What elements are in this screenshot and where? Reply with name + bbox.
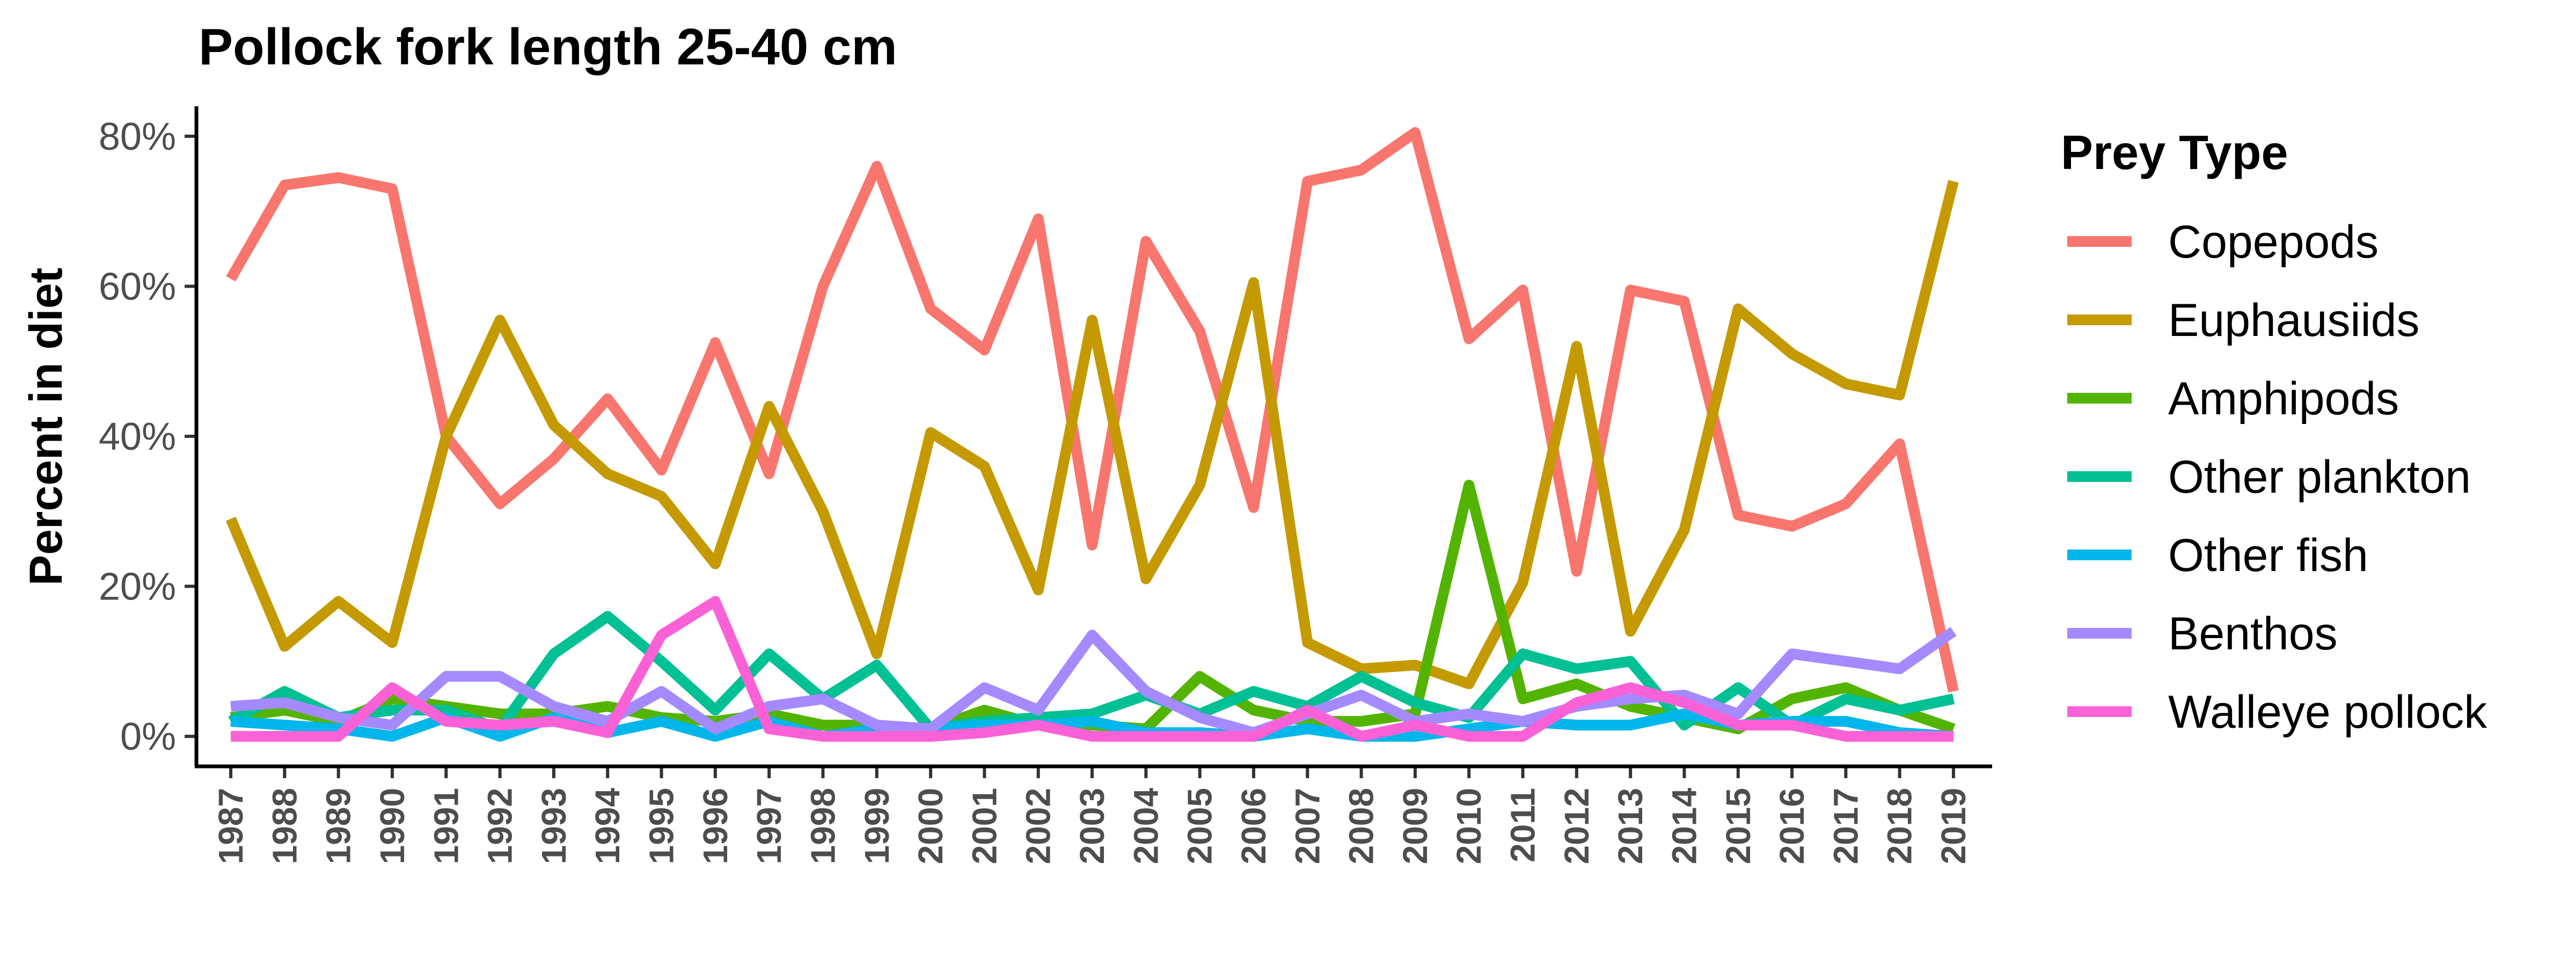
legend-title: Prey Type [2061,126,2288,180]
legend-label-benthos: Benthos [2168,608,2338,660]
x-tick-label: 2018 [1880,788,1919,864]
y-axis-title: Percent in diet [20,268,72,586]
legend-items: Copepods Euphausiids Amphipods Other plankt… [2067,216,2487,738]
x-tick-label: 2011 [1504,788,1542,862]
y-tick-label: 80% [99,115,176,158]
legend-label-other-fish: Other fish [2168,530,2368,581]
x-tick-label: 1994 [588,788,627,865]
legend-label-copepods: Copepods [2168,216,2379,268]
legend-label-walleye-pollock: Walleye pollock [2168,686,2487,738]
x-tick-label: 1991 [427,788,465,864]
x-tick-label: 1998 [803,788,842,864]
x-tick-label: 2013 [1611,788,1650,864]
x-tick-label: 2008 [1342,788,1381,864]
x-tick-label: 2012 [1557,788,1596,864]
x-axis-ticks: 1987 1988 1989 1990 1991 1992 1993 1994 1995 1996… [211,766,1973,864]
x-tick-label: 2001 [965,788,1004,864]
series-line-copepods [226,127,1959,693]
x-tick-label: 2009 [1396,788,1435,864]
legend-label-other-plankton: Other plankton [2168,451,2471,503]
x-tick-label: 2000 [911,788,950,864]
y-axis-ticks: 0% 20% 40% 60% 80% [99,115,196,758]
legend: Prey Type Copepods Euphausiids Amphipods Ot… [2061,126,2487,738]
y-tick-label: 20% [99,566,176,609]
legend-label-euphausiids: Euphausiids [2168,295,2420,346]
x-tick-label: 2003 [1073,788,1111,864]
x-tick-label: 2019 [1934,788,1973,864]
x-tick-label: 2007 [1288,788,1327,864]
chart-title: Pollock fork length 25-40 cm [199,18,897,76]
x-tick-label: 1990 [373,788,412,864]
x-tick-label: 1997 [750,788,788,864]
y-tick-label: 60% [99,265,176,308]
axes [194,106,1992,769]
x-tick-label: 2016 [1773,788,1811,864]
legend-label-amphipods: Amphipods [2168,373,2399,425]
x-tick-label: 2005 [1181,788,1219,864]
series-line-other-fish [230,708,1954,742]
x-tick-label: 2015 [1719,788,1758,864]
x-tick-label: 1988 [265,788,304,864]
y-tick-label: 40% [99,415,176,458]
x-tick-label: 1992 [481,788,519,864]
x-tick-label: 1987 [211,788,250,864]
y-tick-label: 0% [120,715,176,758]
x-tick-label: 2006 [1234,788,1273,864]
x-tick-label: 2017 [1826,788,1865,864]
x-tick-label: 1993 [535,788,573,864]
series-line-euphausiids [225,180,1959,690]
x-tick-label: 1995 [642,788,681,864]
x-tick-label: 1999 [858,788,896,864]
x-tick-label: 2014 [1665,788,1703,865]
x-tick-label: 2010 [1450,788,1488,864]
series-lines [225,127,1959,742]
x-tick-label: 2004 [1126,788,1165,865]
series-line-other-plankton [228,611,1955,735]
x-tick-label: 1989 [319,788,358,864]
x-tick-label: 2002 [1019,788,1058,864]
series-line-walleye-pollock [231,596,1953,742]
x-tick-label: 1996 [696,788,735,864]
